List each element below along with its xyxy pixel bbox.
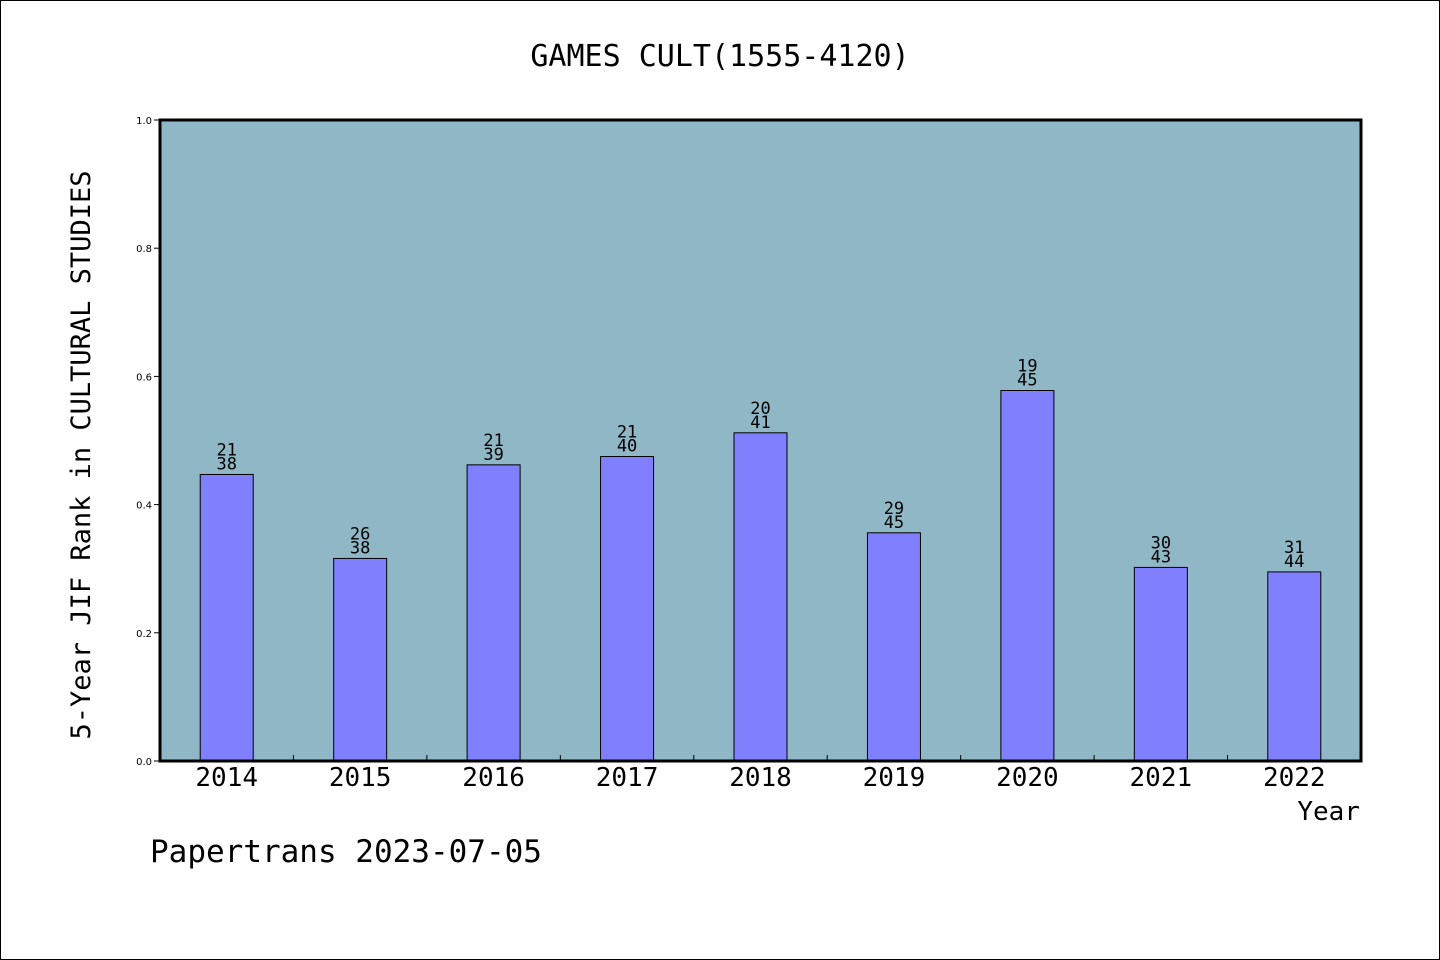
bar-2014 — [199, 473, 254, 762]
x-tick-label-2022: 2022 — [1263, 763, 1326, 793]
bar-label-rank-2014: 21 — [216, 440, 236, 460]
bar-label-total-2021: 43 — [1151, 547, 1171, 567]
bar-label-total-2017: 40 — [617, 437, 637, 457]
x-tick-label-2018: 2018 — [729, 763, 792, 793]
bar-label-total-2015: 38 — [350, 538, 370, 558]
y-tick-label-1.0: 1.0 — [136, 116, 152, 127]
bar-label-total-2016: 39 — [483, 445, 503, 465]
bar-2016 — [466, 464, 521, 762]
bar-2019 — [866, 532, 921, 762]
bar-2021 — [1133, 566, 1188, 762]
y-tick-label-0.6: 0.6 — [136, 372, 152, 383]
x-axis-label: Year — [1297, 797, 1360, 827]
bar-label-rank-2015: 26 — [350, 524, 370, 544]
plot-border — [158, 118, 1363, 763]
x-tick-label-2016: 2016 — [462, 763, 525, 793]
bar-2017 — [600, 456, 655, 762]
bar-label-rank-2021: 30 — [1151, 533, 1171, 553]
bar-label-rank-2020: 19 — [1017, 357, 1037, 377]
bar-label-total-2018: 41 — [750, 413, 770, 433]
footer-text: Papertrans 2023-07-05 — [150, 834, 542, 870]
x-tick-label-2019: 2019 — [863, 763, 926, 793]
bar-2020 — [1000, 390, 1055, 762]
y-tick-label-0.2: 0.2 — [136, 629, 152, 640]
y-tick-label-0.4: 0.4 — [136, 501, 152, 512]
bar-label-rank-2022: 31 — [1284, 538, 1304, 558]
y-tick-label-0.0: 0.0 — [136, 757, 152, 768]
bar-label-rank-2017: 21 — [617, 423, 637, 443]
bar-label-total-2022: 44 — [1284, 552, 1304, 572]
bar-label-total-2014: 38 — [216, 454, 236, 474]
bar-2022 — [1267, 571, 1322, 762]
bar-2015 — [333, 557, 388, 762]
x-tick-label-2020: 2020 — [996, 763, 1059, 793]
x-tick-label-2015: 2015 — [329, 763, 392, 793]
bar-label-rank-2018: 20 — [750, 399, 770, 419]
bar-label-rank-2016: 21 — [483, 431, 503, 451]
bar-label-rank-2019: 29 — [884, 499, 904, 519]
bar-2018 — [733, 432, 788, 762]
y-tick-label-0.8: 0.8 — [136, 244, 152, 255]
chart-title: GAMES CULT(1555-4120) — [530, 39, 909, 74]
bar-label-total-2019: 45 — [884, 513, 904, 533]
bar-label-total-2020: 45 — [1017, 371, 1037, 391]
x-tick-label-2014: 2014 — [195, 763, 258, 793]
x-tick-label-2017: 2017 — [596, 763, 659, 793]
y-axis-label: 5-Year JIF Rank in CULTURAL STUDIES — [66, 171, 97, 740]
x-tick-label-2021: 2021 — [1130, 763, 1193, 793]
